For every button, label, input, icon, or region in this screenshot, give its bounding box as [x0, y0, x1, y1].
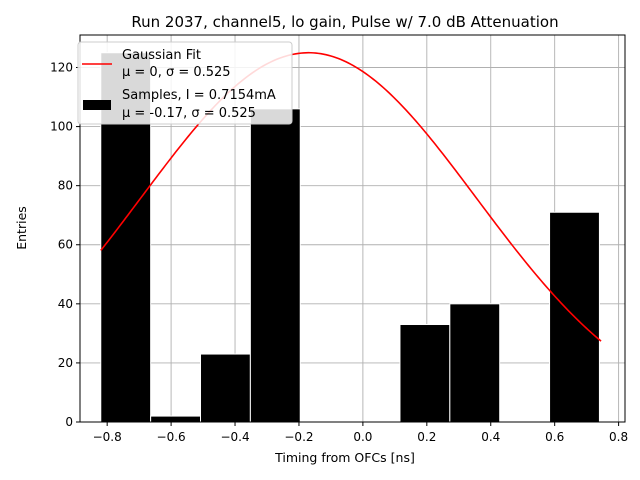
- gaussian-fit-curve: [100, 51, 602, 342]
- legend-samples-swatch: [83, 100, 111, 110]
- histogram-bar: [249, 108, 301, 423]
- legend-samples-name: Samples, I = 0.7154mA: [122, 88, 276, 103]
- x-axis-ticks: −0.8 −0.6 −0.4 −0.2 0.0 0.2 0.4 0.6 0.8: [93, 422, 628, 444]
- x-axis-label: Timing from OFCs [ns]: [274, 450, 415, 465]
- histogram-bar: [449, 303, 501, 423]
- histogram-bar: [150, 415, 202, 423]
- y-axis-label: Entries: [14, 206, 29, 250]
- x-tick-label: 0.0: [353, 430, 372, 444]
- x-tick-label: −0.8: [93, 430, 122, 444]
- x-tick-label: 0.2: [417, 430, 436, 444]
- x-tick-label: 0.8: [609, 430, 628, 444]
- histogram-bar: [399, 324, 451, 423]
- plot-frame: [79, 34, 626, 423]
- histogram-bar: [200, 353, 251, 423]
- legend-fit-name: Gaussian Fit: [122, 48, 201, 63]
- y-tick-label: 0: [65, 415, 73, 429]
- y-tick-label: 80: [58, 179, 73, 193]
- legend-fit-stats: μ = 0, σ = 0.525: [122, 65, 231, 80]
- x-tick-label: 0.4: [481, 430, 500, 444]
- x-tick-label: −0.2: [284, 430, 313, 444]
- y-tick-label: 60: [58, 238, 73, 252]
- legend-samples-stats: μ = -0.17, σ = 0.525: [122, 106, 256, 121]
- legend-box: [77, 41, 293, 125]
- y-axis-ticks: 0 20 40 60 80 100 120: [50, 60, 80, 429]
- x-tick-label: −0.4: [220, 430, 249, 444]
- y-tick-label: 40: [58, 297, 73, 311]
- chart-title: Run 2037, channel5, lo gain, Pulse w/ 7.…: [131, 13, 558, 31]
- y-tick-label: 20: [58, 356, 73, 370]
- y-tick-label: 120: [50, 60, 73, 74]
- legend: Gaussian Fit μ = 0, σ = 0.525 Samples, I…: [77, 41, 293, 125]
- x-tick-label: −0.6: [157, 430, 186, 444]
- x-tick-label: 0.6: [545, 430, 564, 444]
- y-tick-label: 100: [50, 120, 73, 134]
